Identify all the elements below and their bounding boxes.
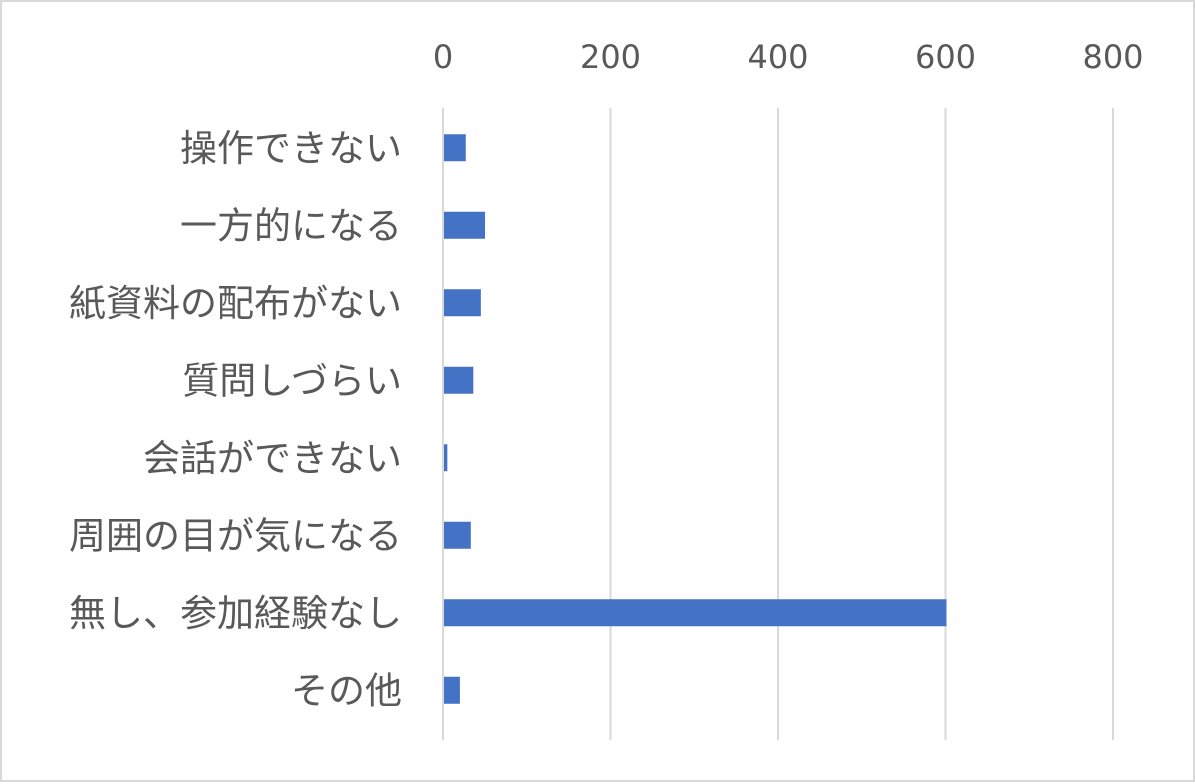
bar-6: [444, 521, 471, 549]
bars: [444, 134, 947, 704]
bar-7: [444, 599, 947, 627]
bar-8: [444, 676, 460, 704]
category-label: 一方的になる: [180, 204, 402, 247]
category-label: 質問しづらい: [182, 359, 402, 402]
category-label: 無し、参加経験なし: [69, 592, 402, 635]
category-label: 周囲の目が気になる: [69, 514, 402, 557]
bar-4: [444, 366, 474, 394]
category-label: 会話ができない: [143, 437, 402, 480]
bar-5: [444, 444, 448, 472]
category-label: 操作できない: [180, 127, 402, 170]
x-tick-label: 600: [915, 38, 976, 76]
bar-2: [444, 211, 486, 239]
bar-3: [444, 289, 481, 317]
x-tick-label: 0: [433, 38, 453, 76]
category-labels: 操作できない一方的になる紙資料の配布がない質問しづらい会話ができない周囲の目が気…: [69, 127, 402, 713]
x-tick-labels: 0 200 400 600 800: [433, 38, 1144, 76]
category-label: その他: [291, 669, 402, 712]
category-label: 紙資料の配布がない: [69, 282, 402, 325]
x-tick-label: 400: [747, 38, 808, 76]
gridlines: [442, 108, 1114, 740]
bar-1: [444, 134, 466, 162]
x-tick-label: 800: [1082, 38, 1143, 76]
x-tick-label: 200: [580, 38, 641, 76]
